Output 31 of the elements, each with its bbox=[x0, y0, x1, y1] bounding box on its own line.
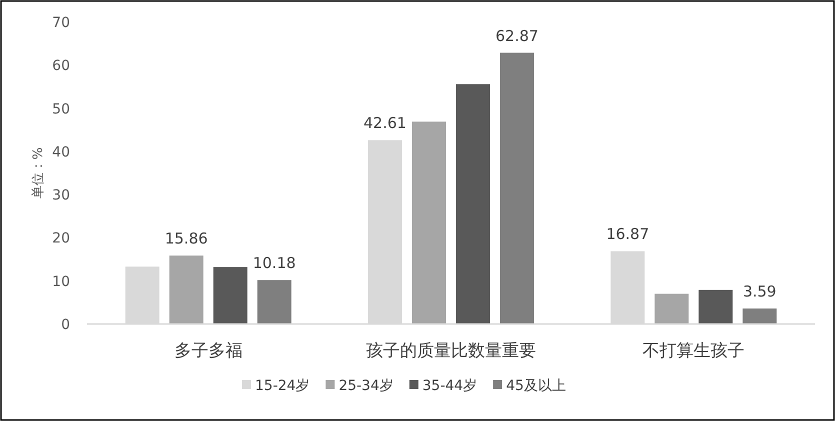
y-tick-label: 0 bbox=[61, 317, 70, 333]
data-label: 3.59 bbox=[742, 282, 776, 301]
bar bbox=[456, 84, 490, 324]
y-tick-label: 70 bbox=[52, 15, 70, 31]
legend-label: 35-44岁 bbox=[422, 378, 478, 394]
bar bbox=[698, 290, 733, 324]
y-axis-title: 单位：% bbox=[31, 147, 46, 199]
x-tick-label: 多子多福 bbox=[174, 341, 242, 361]
legend-label: 25-34岁 bbox=[338, 378, 394, 394]
legend-label: 45及以上 bbox=[506, 378, 566, 394]
x-tick-label: 不打算生孩子 bbox=[642, 341, 745, 361]
bar bbox=[412, 122, 446, 324]
data-label: 42.61 bbox=[364, 114, 406, 132]
y-tick-label: 10 bbox=[52, 274, 70, 290]
bar bbox=[654, 294, 689, 324]
bar bbox=[500, 52, 534, 324]
x-tick-label: 孩子的质量比数量重要 bbox=[366, 341, 536, 361]
bar bbox=[169, 256, 204, 324]
legend-label: 15-24岁 bbox=[255, 378, 310, 394]
y-tick-label: 40 bbox=[52, 144, 70, 160]
bar bbox=[213, 267, 248, 324]
data-label: 10.18 bbox=[252, 254, 296, 272]
y-tick-label: 20 bbox=[52, 230, 70, 247]
data-label: 16.87 bbox=[606, 225, 650, 244]
y-tick-label: 50 bbox=[52, 101, 70, 118]
data-label: 62.87 bbox=[496, 26, 538, 45]
y-tick-label: 60 bbox=[52, 58, 70, 74]
data-label: 15.86 bbox=[164, 230, 208, 248]
y-tick-label: 30 bbox=[52, 188, 70, 204]
bar bbox=[742, 308, 777, 324]
bar bbox=[257, 280, 292, 324]
